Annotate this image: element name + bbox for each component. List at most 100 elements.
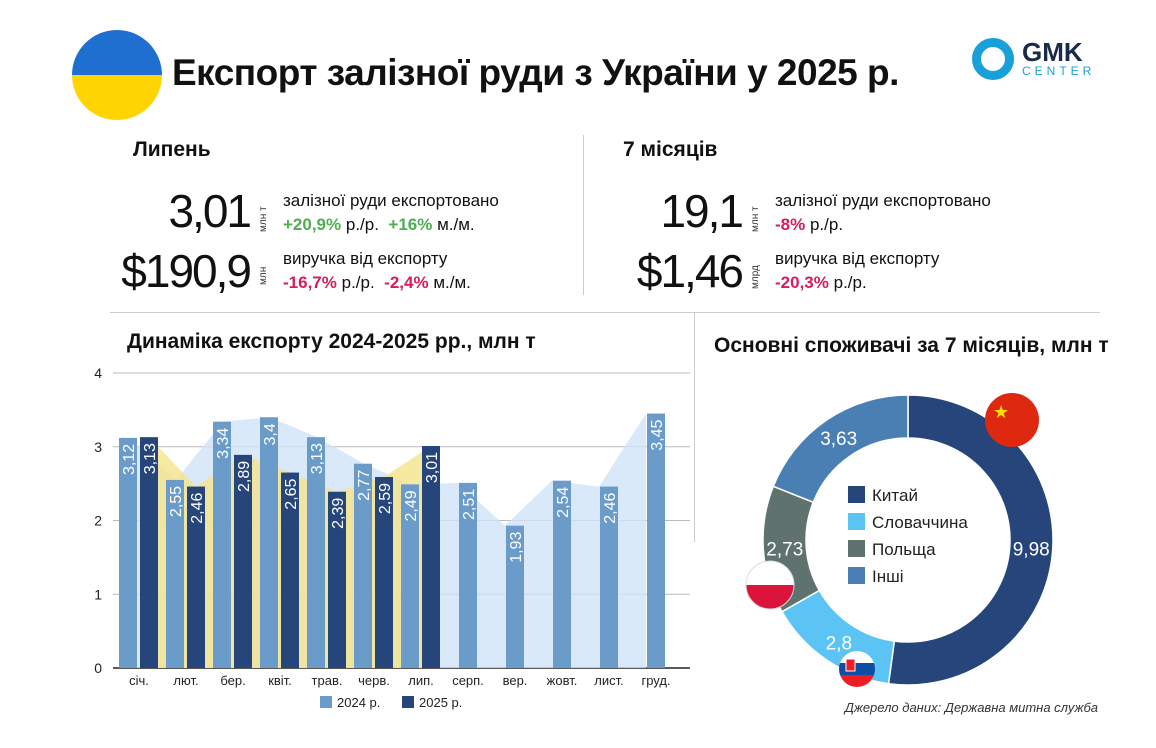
legend-swatch: [848, 540, 865, 557]
y-tick-label: 1: [94, 586, 102, 602]
logo-main-text: GMK: [1022, 37, 1083, 67]
donut-chart: 9,98 Китай 2,8 Словаччина 2,73 Польща 3,63 Інші…: [745, 393, 1054, 687]
x-tick-label: лист.: [594, 673, 623, 688]
bar-2024: [506, 525, 524, 668]
yoy-suffix: р./р.: [833, 273, 867, 292]
july-volume-yoy: +20,9%: [283, 215, 342, 234]
y-tick-label: 2: [94, 513, 102, 529]
july-volume-mom: +16%: [388, 215, 433, 234]
divider: [583, 135, 584, 295]
bar-label-2024: 2,46: [602, 492, 619, 523]
bar-label-2025: 2,39: [330, 498, 347, 529]
mom-suffix: м./м.: [437, 215, 475, 234]
bar-label-2025: 2,65: [283, 478, 300, 509]
yoy-suffix: р./р.: [809, 215, 844, 234]
bar-2024: [260, 417, 278, 668]
x-tick-label: квіт.: [268, 673, 292, 688]
bar-2024: [459, 482, 477, 668]
flag-blue: [839, 663, 875, 675]
bar-2025: [375, 476, 393, 668]
legend-swatch-2024: [320, 696, 332, 708]
bar-label-2024: 2,77: [356, 470, 373, 501]
legend-label-2025: 2025 р.: [419, 695, 462, 710]
months7-revenue-unit: млрд: [750, 265, 761, 289]
bar-label-2024: 2,49: [403, 490, 420, 521]
bar-2025: [281, 472, 299, 668]
flag-border: [745, 560, 795, 610]
legend-swatch: [848, 567, 865, 584]
bar-2024: [401, 484, 419, 668]
july-revenue: $190,9: [121, 245, 252, 297]
bar-2024: [354, 463, 372, 668]
slice-label: 9,98: [1013, 539, 1050, 560]
legend-label-2024: 2024 р.: [337, 695, 380, 710]
legend-swatch-2025: [402, 696, 414, 708]
yoy-suffix: р./р.: [341, 273, 375, 292]
x-tick-label: серп.: [452, 673, 484, 688]
bar-label-2025: 2,46: [189, 492, 206, 523]
slice-label: 3,63: [820, 429, 857, 450]
legend-label: Інші: [872, 567, 904, 586]
bar-2025: [422, 446, 440, 668]
bar-label-2024: 1,93: [508, 532, 525, 563]
page-title: Експорт залізної руди з України у 2025 р…: [172, 52, 899, 93]
bar-label-2024: 3,45: [649, 419, 666, 450]
legend-label: Китай: [872, 486, 918, 505]
x-tick-label: бер.: [220, 673, 245, 688]
legend-label: Польща: [872, 540, 936, 559]
bar-label-2024: 2,54: [555, 487, 572, 518]
months7-heading: 7 місяців: [623, 138, 718, 161]
bar-2024: [119, 437, 137, 668]
bar-2024: [166, 479, 184, 668]
bar-label-2025: 3,01: [424, 452, 441, 483]
x-tick-label: вер.: [503, 673, 528, 688]
july-revenue-label: виручка від експорту: [283, 249, 448, 268]
flag-shield: [845, 658, 856, 672]
legend-swatch: [848, 486, 865, 503]
x-tick-label: січ.: [129, 673, 149, 688]
bar-2025: [328, 491, 346, 668]
months7-volume-yoy: -8%: [775, 215, 806, 234]
bar-2024: [213, 421, 231, 668]
y-tick-label: 4: [94, 365, 102, 381]
bar-label-2024: 3,13: [309, 443, 326, 474]
bar-label-2025: 3,13: [142, 443, 159, 474]
months7-volume-unit: млн т: [750, 206, 761, 232]
bar-chart-title: Динаміка експорту 2024-2025 рр., млн т: [127, 330, 536, 353]
bar-2025: [187, 486, 205, 668]
x-tick-label: груд.: [641, 673, 670, 688]
logo-sub-text: CENTER: [1022, 64, 1096, 78]
flag-red: [839, 675, 875, 687]
slovakia-flag-icon: [839, 651, 875, 687]
july-volume-label: залізної руди експортовано: [283, 191, 499, 210]
x-tick-label: трав.: [312, 673, 343, 688]
bar-2025: [234, 454, 252, 668]
mom-suffix: м./м.: [433, 273, 471, 292]
july-revenue-yoy: -16,7%: [283, 273, 337, 292]
slice-label: 2,8: [826, 633, 852, 654]
china-flag-icon: [985, 393, 1039, 447]
july-volume: 3,01: [168, 185, 252, 237]
months7-revenue: $1,46: [636, 245, 744, 297]
slice-label: 2,73: [766, 540, 803, 561]
bar-label-2024: 3,4: [262, 423, 279, 445]
yoy-suffix: р./р.: [345, 215, 379, 234]
divider: [694, 312, 695, 542]
legend-swatch: [848, 513, 865, 530]
x-tick-label: лют.: [173, 673, 198, 688]
months7-revenue-label: виручка від експорту: [775, 249, 940, 268]
donut-chart-title: Основні споживачі за 7 місяців, млн т: [714, 334, 1109, 357]
x-tick-label: жовт.: [547, 673, 578, 688]
x-tick-label: лип.: [408, 673, 434, 688]
months7-volume: 19,1: [660, 185, 744, 237]
bar-label-2025: 2,59: [377, 483, 394, 514]
bar-label-2024: 3,34: [215, 428, 232, 459]
bar-2024: [600, 486, 618, 668]
y-tick-label: 3: [94, 439, 102, 455]
china-flag-star-icon: ★: [993, 402, 1009, 422]
bar-2025: [140, 437, 158, 668]
bar-2024: [307, 437, 325, 668]
donut-slice: [772, 394, 909, 504]
bar-label-2024: 3,12: [121, 444, 138, 475]
